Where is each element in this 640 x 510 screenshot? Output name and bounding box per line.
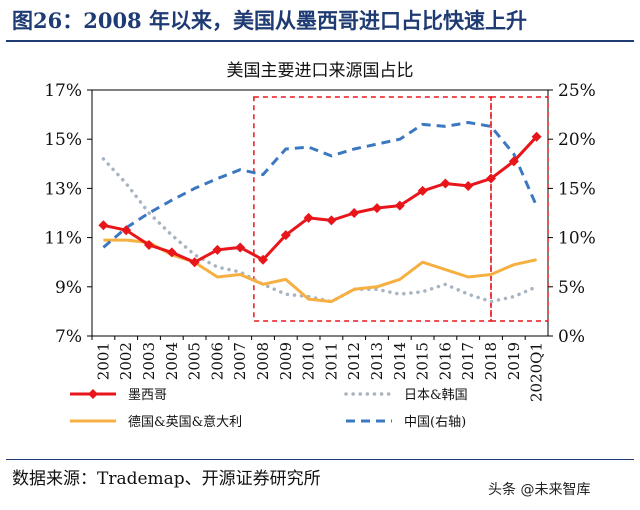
x-tick-label: 2009 <box>277 342 295 380</box>
watermark: 头条 @未来智库 <box>488 482 591 498</box>
x-tick-label: 2008 <box>254 342 272 380</box>
x-tick-label: 2010 <box>300 342 318 380</box>
highlight-box <box>490 96 549 322</box>
data-point-marker <box>235 242 246 253</box>
data-point-marker <box>98 220 109 231</box>
highlight-boxes <box>253 96 549 322</box>
x-tick-label: 2013 <box>368 342 386 380</box>
data-point-marker <box>394 200 405 211</box>
x-tick-label: 2020Q1 <box>528 342 546 402</box>
x-tick-label: 2019 <box>505 342 523 380</box>
x-tick-label: 2002 <box>117 342 135 380</box>
data-point-marker <box>372 203 382 214</box>
right-tick-label: 20% <box>558 130 596 150</box>
data-point-marker <box>121 225 132 236</box>
data-point-marker <box>166 247 177 258</box>
source-rule <box>6 459 634 460</box>
data-point-marker <box>349 208 360 218</box>
chart: 美国主要进口来源国占比 7% 9% 11% 13% 15% 17% 0% 5% 10% 15% 20… <box>44 61 596 430</box>
title-rule <box>6 40 634 42</box>
chart-title: 美国主要进口来源国占比 <box>227 61 414 81</box>
data-point-marker <box>508 156 519 167</box>
right-tick-label: 0% <box>558 327 585 347</box>
left-tick-label: 17% <box>44 81 82 101</box>
legend-marker <box>88 389 98 399</box>
x-tick-label: 2017 <box>459 342 477 380</box>
data-point-marker <box>258 254 268 265</box>
x-tick-label: 2016 <box>436 342 454 380</box>
left-tick-label: 13% <box>44 179 82 199</box>
right-tick-label: 25% <box>558 81 596 101</box>
left-tick-label: 7% <box>55 327 82 347</box>
data-point-marker <box>531 131 542 142</box>
right-tick-label: 10% <box>558 229 596 249</box>
series-line-日本&韩国 <box>101 157 539 304</box>
series-layer <box>98 121 542 304</box>
x-tick-label: 2011 <box>322 342 340 380</box>
highlight-box <box>253 96 492 322</box>
x-tick-label: 2005 <box>186 342 204 380</box>
legend-label: 中国(右轴) <box>404 415 466 430</box>
legend-label: 日本&韩国 <box>404 388 468 403</box>
x-tick-label: 2003 <box>140 342 158 380</box>
left-tick-label: 9% <box>55 278 82 298</box>
x-tick-label: 2018 <box>482 342 500 380</box>
data-point-marker <box>440 178 451 189</box>
data-point-marker <box>212 244 223 255</box>
data-point-marker <box>303 212 314 223</box>
data-point-marker <box>280 230 291 241</box>
figure-title: 图26：2008 年以来，美国从墨西哥进口占比快速上升 <box>12 8 527 33</box>
legend-label: 墨西哥 <box>128 388 167 403</box>
legend-label: 德国&英国&意大利 <box>128 414 242 430</box>
right-tick-label: 15% <box>558 179 596 199</box>
data-point-marker <box>486 173 496 184</box>
source-note: 数据来源：Trademap、开源证券研究所 <box>12 469 321 489</box>
x-tick-label: 2004 <box>163 342 181 380</box>
x-tick-label: 2006 <box>208 342 226 380</box>
x-tick-label: 2015 <box>414 342 432 380</box>
series-line-墨西哥 <box>103 135 538 264</box>
data-point-marker <box>326 215 337 226</box>
x-tick-label: 2012 <box>345 342 363 380</box>
left-tick-label: 11% <box>44 229 82 249</box>
x-tick-label: 2001 <box>94 342 112 380</box>
right-tick-label: 5% <box>558 278 585 298</box>
axis-layer: 7% 9% 11% 13% 15% 17% 0% 5% 10% 15% 20% 25% 2001 2002… <box>44 81 596 402</box>
x-tick-label: 2014 <box>391 342 409 380</box>
data-point-marker <box>144 239 154 250</box>
series-line-德国&英国&意大利 <box>103 238 537 304</box>
x-tick-label: 2007 <box>231 342 249 380</box>
data-point-marker <box>463 180 474 191</box>
data-point-marker <box>417 185 428 196</box>
left-tick-label: 15% <box>44 130 82 150</box>
data-point-marker <box>189 257 200 268</box>
